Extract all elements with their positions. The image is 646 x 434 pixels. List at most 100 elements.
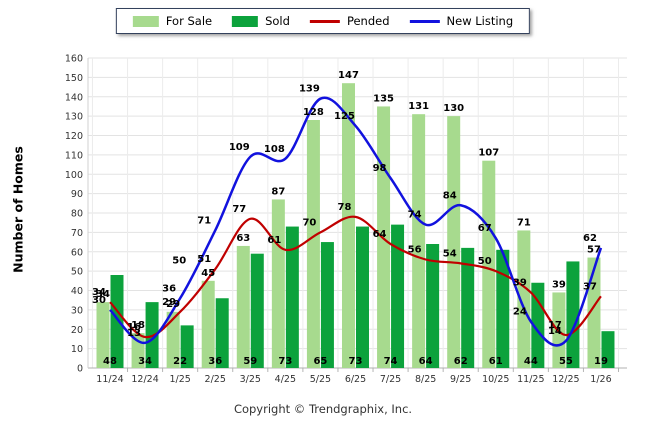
y-tick-label: 30 bbox=[71, 305, 83, 316]
new-listing-label: 36 bbox=[162, 283, 176, 294]
for-sale-bar bbox=[447, 116, 461, 368]
new-listing-label: 24 bbox=[513, 307, 527, 318]
sold-bar bbox=[320, 242, 334, 368]
sold-label: 55 bbox=[559, 356, 573, 367]
for-sale-bar bbox=[236, 245, 250, 368]
sold-bar bbox=[110, 275, 124, 368]
y-tick-label: 120 bbox=[65, 131, 83, 142]
new-listing-line bbox=[109, 96, 603, 347]
new-listing-label: 30 bbox=[92, 295, 106, 306]
sold-label: 36 bbox=[208, 356, 222, 367]
for-sale-label: 63 bbox=[236, 233, 250, 244]
sold-label: 62 bbox=[454, 356, 468, 367]
for-sale-bar bbox=[587, 257, 601, 368]
pended-label: 61 bbox=[267, 235, 281, 246]
sold-bar bbox=[496, 249, 510, 368]
for-sale-label: 135 bbox=[373, 93, 394, 104]
extra-value-label: 50 bbox=[172, 255, 186, 266]
for-sale-label: 87 bbox=[271, 186, 285, 197]
x-tick-label: 2/25 bbox=[205, 374, 226, 385]
legend-item-new-listing: New Listing bbox=[409, 14, 514, 28]
for-sale-label: 131 bbox=[408, 101, 429, 112]
pended-label: 77 bbox=[232, 204, 246, 215]
pended-label: 17 bbox=[548, 320, 562, 331]
legend-label-sold: Sold bbox=[265, 14, 290, 28]
y-tick-label: 150 bbox=[65, 73, 83, 84]
sold-bar bbox=[391, 224, 405, 368]
pended-swatch bbox=[309, 19, 340, 23]
y-tick-label: 110 bbox=[65, 150, 83, 161]
value-labels: 3448343011/241834161312/24292229361/2545… bbox=[92, 70, 612, 385]
pended-label: 64 bbox=[373, 229, 387, 240]
new-listing-label: 108 bbox=[264, 144, 285, 155]
pended-label: 37 bbox=[583, 281, 597, 292]
sold-bar bbox=[285, 226, 299, 368]
for-sale-label: 128 bbox=[303, 107, 324, 118]
x-tick-label: 6/25 bbox=[345, 374, 366, 385]
y-tick-label: 160 bbox=[65, 54, 83, 65]
sold-bars bbox=[110, 224, 615, 368]
sold-label: 59 bbox=[243, 356, 257, 367]
legend-item-sold: Sold bbox=[232, 14, 290, 28]
for-sale-bar bbox=[517, 230, 531, 368]
sold-label: 19 bbox=[594, 356, 608, 367]
sold-bar bbox=[180, 325, 194, 368]
sold-bar bbox=[461, 247, 475, 368]
y-axis-title: Number of Homes bbox=[10, 146, 26, 273]
new-listing-label: 125 bbox=[334, 111, 355, 122]
for-sale-label: 18 bbox=[131, 320, 145, 331]
pended-line bbox=[109, 215, 602, 339]
for-sale-bar bbox=[482, 160, 496, 368]
sold-label: 34 bbox=[138, 356, 152, 367]
for-sale-label: 29 bbox=[166, 299, 180, 310]
x-tick-label: 9/25 bbox=[450, 374, 471, 385]
new-listing-label: 71 bbox=[197, 215, 211, 226]
sold-bar bbox=[426, 244, 440, 368]
sold-bar bbox=[250, 253, 264, 368]
for-sale-bar bbox=[271, 199, 285, 368]
new-listing-label: 13 bbox=[127, 328, 141, 339]
x-tick-label: 11/24 bbox=[96, 374, 123, 385]
legend-label-for-sale: For Sale bbox=[165, 14, 213, 28]
sold-bar bbox=[566, 261, 580, 368]
pended-label: 56 bbox=[408, 245, 422, 256]
copyright-text: Copyright © Trendgraphix, Inc. bbox=[233, 402, 413, 416]
x-tick-label: 4/25 bbox=[275, 374, 296, 385]
for-sale-bar bbox=[412, 114, 426, 368]
sold-bar bbox=[601, 331, 615, 368]
pended-label: 54 bbox=[443, 248, 457, 259]
legend-item-pended: Pended bbox=[309, 14, 390, 28]
pended-label: 51 bbox=[197, 254, 211, 265]
x-tick-label: 7/25 bbox=[380, 374, 401, 385]
x-tick-label: 12/25 bbox=[552, 374, 579, 385]
sold-label: 61 bbox=[489, 356, 503, 367]
new-listing-label: 14 bbox=[548, 326, 562, 337]
sold-bar bbox=[355, 226, 369, 368]
y-tick-label: 90 bbox=[71, 189, 83, 200]
legend-item-for-sale: For Sale bbox=[132, 14, 213, 28]
for-sale-bar bbox=[306, 120, 320, 368]
sold-bar bbox=[215, 298, 229, 368]
for-sale-bar bbox=[166, 311, 180, 368]
for-sale-label: 147 bbox=[338, 70, 359, 81]
new-listing-label: 84 bbox=[443, 190, 457, 201]
for-sale-bar bbox=[341, 83, 355, 368]
y-tick-label: 130 bbox=[65, 112, 83, 123]
new-listing-label: 98 bbox=[373, 163, 387, 174]
y-tick-label: 60 bbox=[71, 247, 83, 258]
x-tick-label: 11/25 bbox=[517, 374, 544, 385]
sold-label: 44 bbox=[524, 356, 538, 367]
pended-label: 78 bbox=[338, 202, 352, 213]
pended-label: 39 bbox=[513, 277, 527, 288]
y-tick-label: 70 bbox=[71, 228, 83, 239]
x-tick-label: 5/25 bbox=[310, 374, 331, 385]
legend: For Sale Sold Pended New Listing bbox=[115, 8, 531, 34]
sold-swatch bbox=[232, 15, 259, 27]
sold-label: 48 bbox=[103, 356, 117, 367]
x-tick-label: 1/25 bbox=[169, 374, 190, 385]
legend-label-new-listing: New Listing bbox=[446, 14, 514, 28]
y-tick-label: 40 bbox=[71, 286, 83, 297]
new-listing-label: 139 bbox=[299, 84, 320, 95]
